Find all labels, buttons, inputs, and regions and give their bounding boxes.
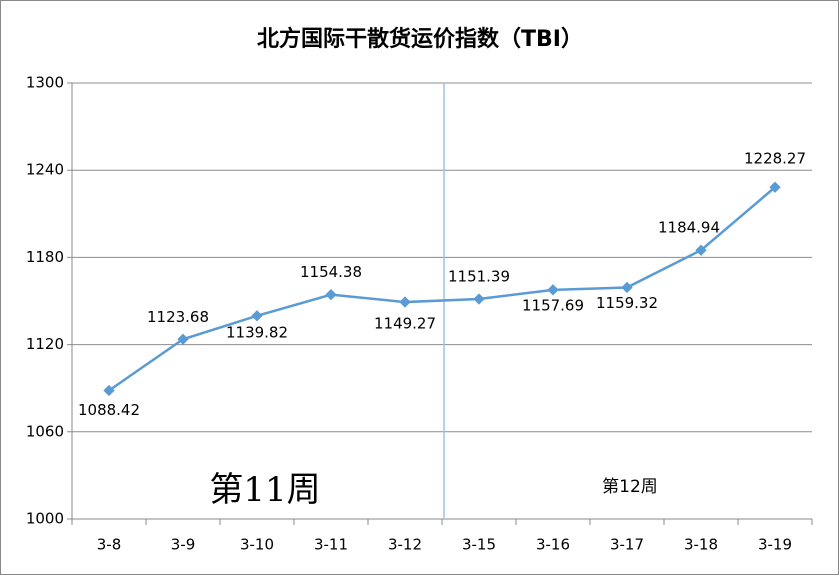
marker [769, 181, 781, 193]
x-tick-label: 3-15 [462, 536, 496, 554]
data-label: 1157.69 [522, 296, 584, 314]
x-tick-label: 3-16 [536, 536, 570, 554]
data-label: 1088.42 [78, 401, 140, 419]
data-label: 1151.39 [448, 267, 510, 285]
y-tick-label: 1180 [26, 248, 64, 266]
marker [547, 284, 559, 296]
y-tick-label: 1240 [26, 161, 64, 179]
line [108, 186, 776, 392]
x-tick-label: 3-9 [171, 536, 196, 554]
y-tick-label: 1000 [26, 510, 64, 528]
marker [695, 244, 707, 256]
y-tick-label: 1300 [26, 74, 64, 92]
data-label: 1149.27 [374, 315, 436, 333]
x-tick-label: 3-18 [684, 536, 718, 554]
y-tick-label: 1060 [26, 422, 64, 440]
data-label: 1159.32 [596, 294, 658, 312]
annotation: 第11周 [209, 470, 320, 510]
x-tick-label: 3-17 [610, 536, 644, 554]
marker [621, 281, 633, 294]
y-tick-label: 1120 [26, 335, 64, 353]
data-label: 1154.38 [300, 263, 362, 281]
annotation: 第12周 [602, 477, 658, 497]
marker [325, 288, 337, 301]
x-tick-label: 3-10 [240, 536, 274, 554]
x-tick-label: 3-11 [314, 536, 348, 554]
marker [399, 296, 411, 308]
x-tick-label: 3-19 [758, 536, 792, 554]
x-tick-label: 3-8 [97, 536, 122, 554]
x-tick-label: 3-12 [388, 536, 422, 554]
marker [251, 310, 263, 322]
marker [473, 293, 485, 305]
marker [177, 333, 189, 345]
data-label: 1228.27 [744, 150, 806, 168]
data-label: 1139.82 [226, 323, 288, 341]
chart-title: 北方国际干散货运价指数（TBI） [257, 26, 583, 52]
data-label: 1123.68 [147, 308, 209, 326]
data-label: 1184.94 [658, 219, 720, 237]
